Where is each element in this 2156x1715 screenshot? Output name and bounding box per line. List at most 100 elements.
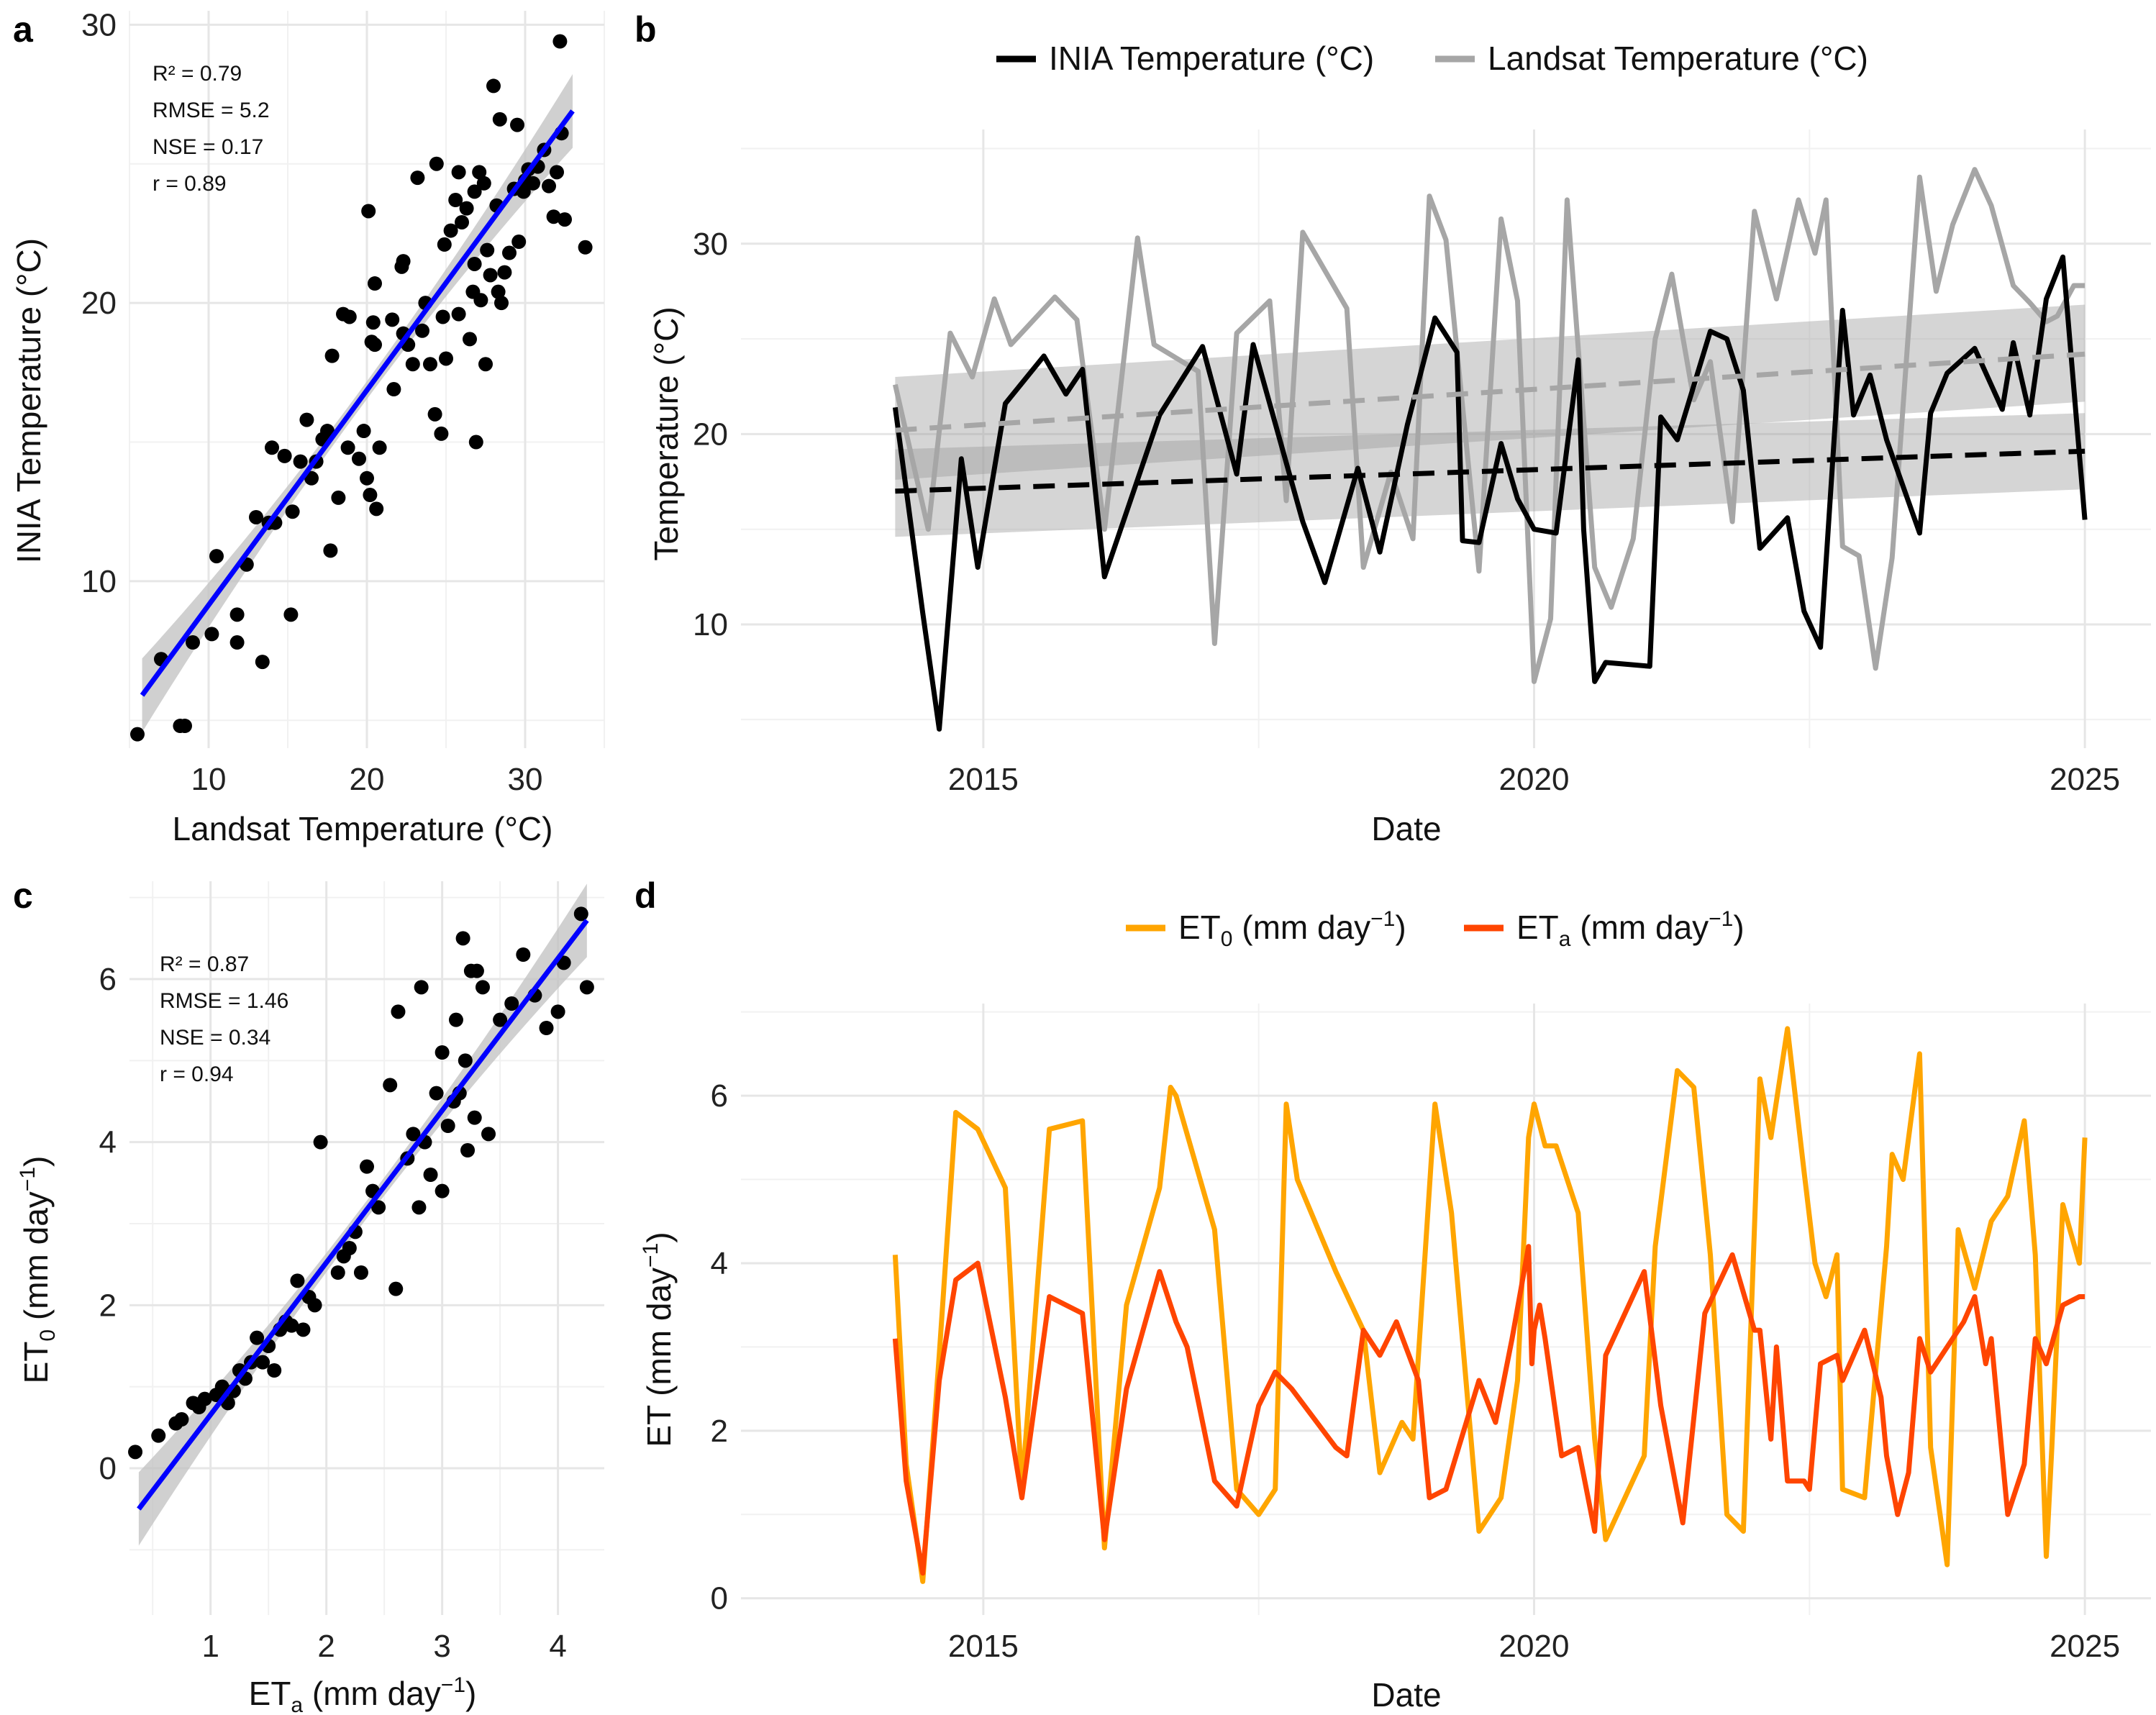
data-point — [480, 242, 495, 258]
data-point — [467, 184, 482, 199]
data-point — [284, 1318, 299, 1333]
x-tick-label: 3 — [433, 1629, 450, 1664]
data-point — [130, 727, 145, 742]
data-point — [385, 312, 400, 327]
panel-d-y-ticks: 0 2 4 6 — [711, 1078, 728, 1616]
data-point — [458, 1053, 473, 1068]
data-point — [558, 212, 572, 227]
panel-a-x-title: Landsat Temperature (°C) — [173, 810, 553, 847]
panel-d-x-title: Date — [1371, 1676, 1441, 1714]
data-point — [473, 293, 488, 308]
data-point — [296, 1322, 311, 1337]
data-point — [371, 1200, 386, 1215]
x-tick-label: 2020 — [1499, 1629, 1570, 1664]
data-point — [368, 337, 382, 352]
x-tick-label: 4 — [549, 1629, 566, 1664]
panel-b-line: 2015 2020 2025 10 20 30 INIA Temperature (°C… — [647, 40, 2151, 847]
data-point — [360, 1159, 374, 1174]
data-point — [342, 1241, 357, 1255]
x-tick-label: 30 — [508, 762, 543, 797]
x-tick-label: 2015 — [948, 1629, 1019, 1664]
data-point — [435, 1045, 450, 1060]
data-point — [361, 204, 376, 219]
regression-line — [137, 919, 589, 1511]
data-point — [293, 454, 308, 469]
y-tick-label: 20 — [81, 286, 117, 321]
data-point — [320, 424, 335, 439]
data-point — [440, 1119, 455, 1133]
panel-b-legend: INIA Temperature (°C) Landsat Temperatur… — [996, 40, 1868, 77]
data-point — [455, 214, 469, 229]
y-tick-label: 4 — [711, 1246, 728, 1281]
panel-label-a: a — [13, 9, 34, 50]
stat-r: r = 0.89 — [153, 172, 227, 196]
data-point — [304, 470, 319, 486]
data-point — [174, 1412, 189, 1427]
data-point — [250, 1330, 265, 1345]
data-point — [411, 1200, 427, 1215]
data-point — [307, 1298, 322, 1313]
data-point — [550, 1004, 565, 1019]
y-tick-label: 0 — [711, 1581, 728, 1616]
data-point — [352, 451, 366, 466]
data-point — [396, 254, 411, 269]
panel-b-x-ticks: 2015 2020 2025 — [948, 762, 2120, 797]
data-point — [209, 549, 224, 564]
data-point — [406, 1127, 421, 1142]
data-point — [463, 332, 477, 347]
data-point — [516, 184, 531, 199]
data-point — [323, 543, 338, 558]
data-point — [290, 1273, 305, 1288]
data-point — [391, 1004, 406, 1019]
data-point — [478, 357, 493, 372]
panel-a-fit-line — [140, 109, 575, 697]
data-point — [331, 490, 346, 505]
data-point — [435, 309, 450, 324]
data-point — [330, 1265, 345, 1280]
x-tick-label: 1 — [201, 1629, 219, 1664]
y-tick-label: 6 — [711, 1078, 728, 1114]
data-point — [486, 78, 501, 94]
data-point — [423, 357, 437, 372]
panel-b-trend-lines — [895, 351, 2086, 494]
data-point — [472, 165, 487, 180]
data-point — [578, 240, 593, 255]
data-point — [451, 165, 466, 180]
y-tick-label: 6 — [99, 962, 117, 997]
data-point — [255, 1355, 270, 1370]
data-point — [299, 412, 314, 427]
data-point — [427, 406, 442, 422]
data-point — [437, 237, 452, 252]
data-point — [511, 235, 527, 250]
panel-b-y-ticks: 10 20 30 — [693, 227, 728, 642]
panel-a-stats: R² = 0.79 RMSE = 5.2 NSE = 0.17 r = 0.89 — [153, 62, 270, 196]
panel-label-c: c — [13, 875, 33, 916]
data-point — [502, 245, 517, 260]
y-tick-label: 2 — [711, 1414, 728, 1449]
legend-inia-label: INIA Temperature (°C) — [1049, 40, 1374, 77]
panel-c-points — [128, 906, 594, 1460]
series-line-0 — [892, 1026, 2088, 1584]
x-tick-label: 2020 — [1499, 762, 1570, 797]
stat-rmse: RMSE = 5.2 — [153, 99, 270, 122]
data-point — [504, 996, 519, 1011]
data-point — [342, 309, 357, 324]
data-point — [360, 470, 374, 486]
data-point — [579, 980, 594, 995]
data-point — [151, 1428, 166, 1443]
panel-d-legend: ET0 (mm day−1) ETa (mm day−1) — [1126, 907, 1745, 951]
panel-a-grid — [129, 11, 605, 748]
data-point — [365, 315, 381, 330]
x-tick-label: 10 — [191, 762, 227, 797]
data-point — [481, 1127, 496, 1142]
data-point — [451, 306, 466, 322]
data-point — [429, 1086, 444, 1101]
panel-b-y-title: Temperature (°C) — [647, 306, 685, 560]
y-tick-label: 30 — [693, 227, 728, 262]
panel-c-grid — [129, 881, 604, 1615]
x-tick-label: 2025 — [2050, 762, 2120, 797]
y-tick-label: 2 — [99, 1288, 117, 1323]
panel-c-x-title: ETa (mm day−1) — [249, 1673, 477, 1715]
data-point — [491, 284, 506, 299]
data-point — [573, 906, 588, 922]
